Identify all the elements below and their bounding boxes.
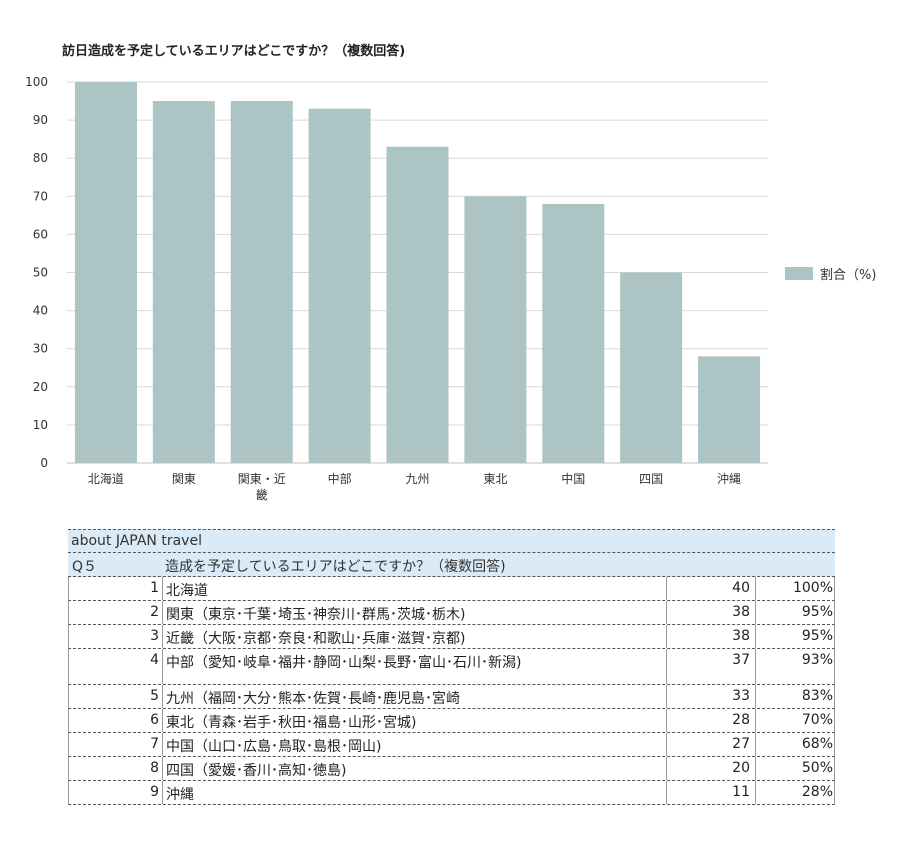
row-number: 1	[69, 577, 163, 600]
row-area-label: 中部（愛知･岐阜･福井･静岡･山梨･長野･富山･石川･新潟)	[163, 649, 667, 684]
bar	[386, 146, 449, 463]
row-number: 6	[69, 709, 163, 732]
row-percent: 93%	[801, 652, 833, 668]
table-row: 2 関東（東京･千葉･埼玉･神奈川･群馬･茨城･栃木) 38 95%	[68, 601, 835, 625]
table-row: 5 九州（福岡･大分･熊本･佐賀･長崎･鹿児島･宮崎 33 83%	[68, 685, 835, 709]
row-number: 4	[69, 649, 163, 684]
row-percent: 95%	[801, 604, 833, 620]
x-tick-label: 四国	[639, 472, 663, 486]
bar	[152, 101, 215, 464]
chart-plot: 0 10 20 30 40 50 60 70 80 90 100 北海道 関東 関東・近畿 中部 九州 東北 中国…	[25, 75, 768, 502]
row-percent: 100%	[792, 580, 833, 596]
y-tick-label: 20	[33, 380, 48, 394]
table-body: 1 北海道 40 100% 2 関東（東京･千葉･埼玉･神奈川･群馬･茨城･栃木) 38 95…	[68, 577, 835, 805]
row-count: 40	[667, 577, 756, 600]
x-tick-label: 九州	[405, 472, 429, 486]
row-percent: 28%	[801, 784, 833, 800]
y-tick-label: 10	[33, 418, 48, 432]
row-percent: 50%	[801, 760, 833, 776]
row-count: 38	[667, 625, 756, 648]
x-tick-label: 中部	[328, 471, 352, 486]
row-count: 11	[667, 781, 756, 804]
row-percent: 95%	[801, 628, 833, 644]
bar	[698, 356, 761, 463]
bar	[542, 203, 605, 464]
row-number: 9	[69, 781, 163, 804]
row-area-label: 東北（青森･岩手･秋田･福島･山形･宮城)	[163, 709, 667, 732]
row-number: 8	[69, 757, 163, 780]
results-table: about JAPAN travel Q５ 造成を予定しているエリアはどこですか…	[68, 529, 835, 805]
bar	[74, 82, 137, 463]
row-count: 27	[667, 733, 756, 756]
row-number: 3	[69, 625, 163, 648]
row-percent: 70%	[801, 712, 833, 728]
table-row: 7 中国（山口･広島･鳥取･島根･岡山) 27 68%	[68, 733, 835, 757]
row-area-label: 九州（福岡･大分･熊本･佐賀･長崎･鹿児島･宮崎	[163, 685, 667, 708]
y-tick-label: 30	[33, 342, 48, 356]
row-area-label: 四国（愛媛･香川･高知･徳島)	[163, 757, 667, 780]
legend-swatch	[785, 267, 813, 280]
row-percent: 83%	[801, 688, 833, 704]
row-area-label: 関東（東京･千葉･埼玉･神奈川･群馬･茨城･栃木)	[163, 601, 667, 624]
row-count: 33	[667, 685, 756, 708]
x-tick-label: 関東・近畿	[238, 472, 286, 502]
bar	[230, 101, 293, 464]
table-row: 6 東北（青森･岩手･秋田･福島･山形･宮城) 28 70%	[68, 709, 835, 733]
x-tick-label: 東北	[483, 472, 507, 486]
row-number: 5	[69, 685, 163, 708]
x-tick-label: 中国	[561, 471, 585, 486]
y-tick-label: 80	[33, 151, 48, 165]
row-area-label: 沖縄	[163, 781, 667, 804]
row-number: 2	[69, 601, 163, 624]
row-count: 28	[667, 709, 756, 732]
x-tick-label: 沖縄	[717, 471, 741, 486]
table-source-header: about JAPAN travel	[68, 529, 835, 553]
question-text: 造成を予定しているエリアはどこですか？（複数回答)	[165, 559, 506, 575]
table-row: 8 四国（愛媛･香川･高知･徳島) 20 50%	[68, 757, 835, 781]
chart-title: 訪日造成を予定しているエリアはどこですか？（複数回答)	[62, 44, 406, 59]
y-tick-label: 90	[33, 113, 48, 127]
bar-chart: 訪日造成を予定しているエリアはどこですか？（複数回答) 0 10 20 30 40 50 6…	[25, 44, 876, 502]
table-row: 3 近畿（大阪･京都･奈良･和歌山･兵庫･滋賀･京都) 38 95%	[68, 625, 835, 649]
y-tick-label: 50	[33, 266, 48, 280]
y-tick-label: 40	[33, 304, 48, 318]
y-tick-label: 0	[40, 456, 48, 470]
x-tick-label: 北海道	[88, 471, 124, 486]
y-tick-label: 70	[33, 189, 48, 203]
bar	[308, 108, 371, 464]
row-count: 20	[667, 757, 756, 780]
x-tick-label: 関東	[172, 472, 196, 486]
bar	[620, 272, 683, 463]
bar	[464, 196, 527, 464]
question-code: Q５	[72, 559, 98, 575]
y-tick-label: 100	[25, 75, 48, 89]
row-percent: 68%	[801, 736, 833, 752]
row-number: 7	[69, 733, 163, 756]
source-label: about JAPAN travel	[71, 533, 202, 549]
y-tick-label: 60	[33, 227, 48, 241]
table-row: 9 沖縄 11 28%	[68, 781, 835, 805]
row-count: 38	[667, 601, 756, 624]
row-count: 37	[667, 649, 756, 684]
table-row: 1 北海道 40 100%	[68, 577, 835, 601]
row-area-label: 近畿（大阪･京都･奈良･和歌山･兵庫･滋賀･京都)	[163, 625, 667, 648]
row-area-label: 北海道	[163, 577, 667, 600]
legend-label: 割合（%)	[820, 268, 877, 283]
chart-legend: 割合（%)	[785, 264, 876, 283]
table-question-header: Q５ 造成を予定しているエリアはどこですか？（複数回答)	[68, 553, 835, 577]
table-row: 4 中部（愛知･岐阜･福井･静岡･山梨･長野･富山･石川･新潟) 37 93%	[68, 649, 835, 685]
row-area-label: 中国（山口･広島･鳥取･島根･岡山)	[163, 733, 667, 756]
